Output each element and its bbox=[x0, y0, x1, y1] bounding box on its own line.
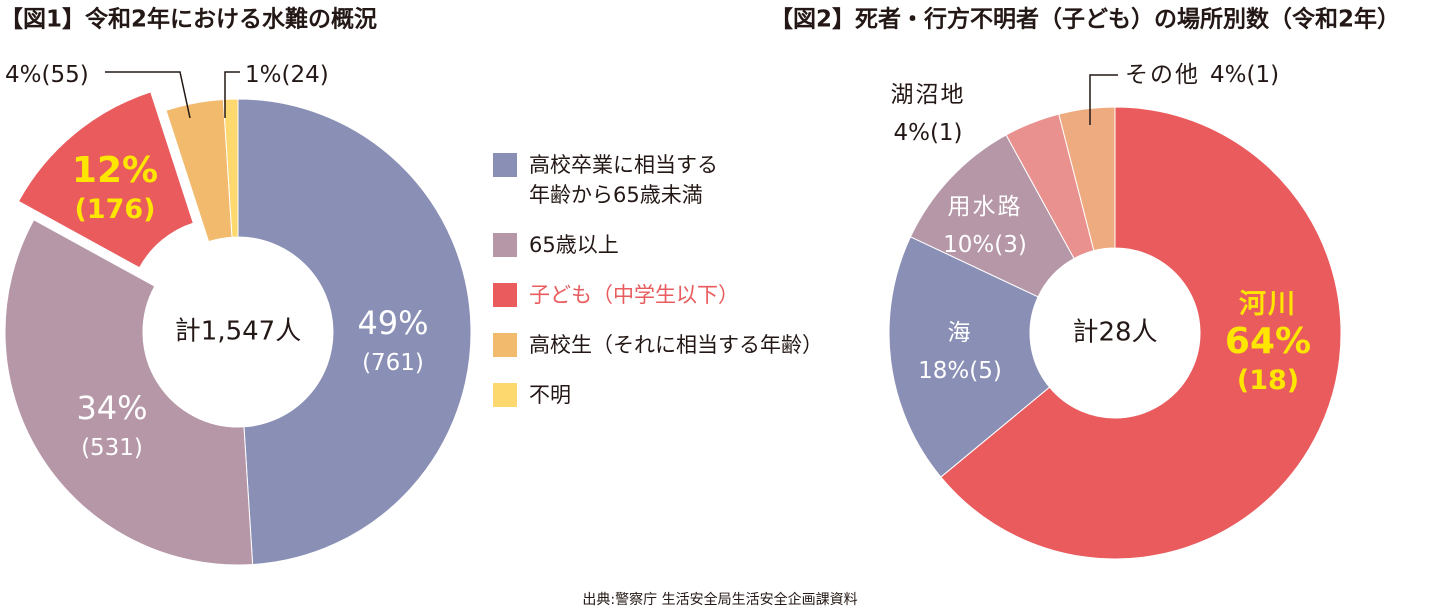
slice bbox=[17, 91, 194, 269]
legend-label: 不明 bbox=[529, 383, 571, 407]
count-label: (55) bbox=[42, 62, 89, 88]
slice bbox=[237, 98, 472, 566]
slice-label: 12% bbox=[72, 150, 158, 191]
legend-item: 不明 bbox=[493, 380, 823, 410]
category-label: 用水路 bbox=[948, 194, 1023, 220]
count-label: (1) bbox=[1247, 62, 1280, 88]
legend-item: 子ども（中学生以下） bbox=[493, 280, 823, 310]
legend-label: 高校卒業に相当する 年齢から65歳未満 bbox=[529, 153, 718, 207]
category-label: 河川 bbox=[1239, 289, 1297, 320]
count-label: (1) bbox=[930, 120, 963, 146]
source-note: 出典:警察庁 生活安全局生活安全企画課資料 bbox=[582, 591, 857, 608]
category-label: その他 bbox=[1125, 62, 1200, 88]
slice-label: 河川 bbox=[1239, 289, 1297, 320]
slice-label: 18%(5) bbox=[918, 358, 1002, 384]
leader-line bbox=[224, 71, 240, 118]
count-label: (3) bbox=[994, 232, 1027, 258]
legend-swatch bbox=[493, 153, 517, 177]
slice-label: 湖沼地 bbox=[891, 82, 966, 108]
legend-item: 65歳以上 bbox=[493, 230, 823, 260]
slice bbox=[1058, 106, 1116, 252]
value-label: 4% bbox=[1210, 62, 1247, 88]
slice-label: 49% bbox=[357, 304, 428, 342]
slice-label: 海 bbox=[948, 320, 973, 346]
legend-item: 高校生（それに相当する年齢） bbox=[493, 330, 823, 360]
count-label: (531) bbox=[81, 435, 143, 461]
slice-label: 4%(1) bbox=[893, 120, 962, 146]
slice bbox=[888, 236, 1051, 478]
slice bbox=[940, 106, 1342, 560]
slice-label: 34% bbox=[76, 389, 147, 427]
count-label: (761) bbox=[362, 350, 424, 376]
legend-item: 高校卒業に相当する 年齢から65歳未満 bbox=[493, 150, 823, 210]
slice-label: 4%(55) bbox=[5, 62, 89, 88]
slice bbox=[909, 134, 1075, 298]
legend-swatch bbox=[493, 333, 517, 357]
slice-label: 1%(24) bbox=[245, 62, 329, 88]
slice-label: (18) bbox=[1237, 365, 1299, 396]
value-label: 64% bbox=[1225, 321, 1311, 362]
slice-label: 10%(3) bbox=[943, 232, 1027, 258]
value-label: 12% bbox=[72, 150, 158, 191]
legend-label: 高校生（それに相当する年齢） bbox=[529, 333, 823, 357]
legend-label: 子ども（中学生以下） bbox=[529, 283, 739, 307]
legend-swatch bbox=[493, 283, 517, 307]
slice bbox=[222, 98, 239, 238]
value-label: 4% bbox=[5, 62, 42, 88]
legend-label: 65歳以上 bbox=[529, 233, 619, 257]
slice-label: (176) bbox=[74, 194, 155, 225]
legend-swatch bbox=[493, 383, 517, 407]
leader-line bbox=[105, 71, 191, 119]
chart-title: 【図2】死者・行方不明者（子ども）の場所別数（令和2年） bbox=[770, 6, 1400, 33]
value-label: 10% bbox=[943, 232, 994, 258]
value-label: 34% bbox=[76, 389, 147, 427]
slice-label: (761) bbox=[362, 350, 424, 376]
category-label: 湖沼地 bbox=[891, 82, 966, 108]
value-label: 1% bbox=[245, 62, 282, 88]
slice bbox=[4, 219, 254, 566]
value-label: 49% bbox=[357, 304, 428, 342]
count-label: (5) bbox=[969, 358, 1002, 384]
center-label: 計28人 bbox=[1072, 318, 1157, 348]
slice-label: 64% bbox=[1225, 321, 1311, 362]
slice-label: (531) bbox=[81, 435, 143, 461]
center-label: 計1,547人 bbox=[175, 317, 301, 347]
category-label: 海 bbox=[948, 320, 973, 346]
value-label: 4% bbox=[893, 120, 930, 146]
slice-label: 用水路 bbox=[948, 194, 1023, 220]
legend-swatch bbox=[493, 233, 517, 257]
chart-title: 【図1】令和2年における水難の概況 bbox=[0, 6, 377, 33]
count-label: (24) bbox=[282, 62, 329, 88]
count-label: (176) bbox=[74, 194, 155, 225]
legend: 高校卒業に相当する 年齢から65歳未満 65歳以上子ども（中学生以下） 高校生（それ… bbox=[493, 150, 823, 430]
leader-line bbox=[1089, 74, 1118, 125]
slice-label: その他 4%(1) bbox=[1125, 62, 1279, 88]
value-label: 18% bbox=[918, 358, 969, 384]
count-label: (18) bbox=[1237, 365, 1299, 396]
